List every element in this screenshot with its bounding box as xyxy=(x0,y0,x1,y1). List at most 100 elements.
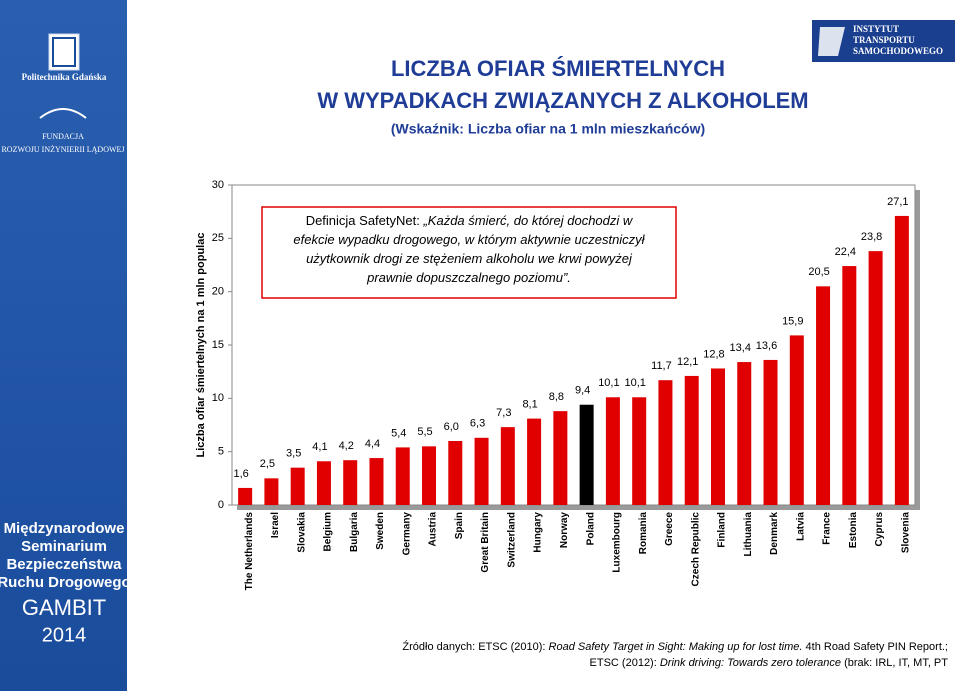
its-emblem xyxy=(818,27,845,56)
value-label: 22,4 xyxy=(835,246,856,258)
bar xyxy=(579,404,594,505)
gambit: GAMBIT xyxy=(22,595,106,620)
x-tick-label: Switzerland xyxy=(506,512,517,568)
source-part: ETSC (2012): xyxy=(590,657,660,669)
its-text: INSTYTUT xyxy=(853,24,899,34)
definition-text: użytkownik drogi ze stężeniem alkoholu w… xyxy=(306,251,633,266)
y-tick-label: 5 xyxy=(218,446,224,458)
x-tick-label: Spain xyxy=(454,512,465,539)
its-text: SAMOCHODOWEGO xyxy=(853,46,943,56)
x-tick-label: Austria xyxy=(428,512,439,547)
bar xyxy=(632,397,647,505)
x-tick-label: Luxembourg xyxy=(612,512,623,573)
bar xyxy=(369,458,384,505)
value-label: 11,7 xyxy=(651,360,672,372)
x-tick-label: Lithuania xyxy=(743,512,754,557)
bar xyxy=(868,251,883,505)
x-tick-label: Sweden xyxy=(375,512,386,550)
definition-label: Definicja SafetyNet: xyxy=(306,213,420,228)
foundation-name: ROZWOJU INŻYNIERII LĄDOWEJ xyxy=(1,145,124,154)
bar xyxy=(527,418,542,505)
seminar-line: Bezpieczeństwa xyxy=(6,556,122,573)
source-part: (brak: IRL, IT, MT, PT xyxy=(841,657,948,669)
bar xyxy=(605,397,620,505)
bar xyxy=(737,362,752,505)
value-label: 4,2 xyxy=(339,440,354,452)
bar xyxy=(658,380,673,505)
value-label: 13,4 xyxy=(730,342,751,354)
value-label: 5,4 xyxy=(391,427,406,439)
y-tick-label: 0 xyxy=(218,499,224,511)
value-label: 10,1 xyxy=(624,377,645,389)
bar xyxy=(474,437,489,505)
value-label: 20,5 xyxy=(808,266,829,278)
bar xyxy=(842,266,857,505)
source-part: 4th Road Safety PIN Report.; xyxy=(802,641,948,653)
foundation-name: FUNDACJA xyxy=(42,132,84,141)
seminar-line: Międzynarodowe xyxy=(4,520,125,537)
source-part: Drink driving: Towards zero tolerance xyxy=(660,657,841,669)
value-label: 8,1 xyxy=(522,399,537,411)
x-tick-label: Czech Republic xyxy=(690,512,701,587)
value-label: 6,3 xyxy=(470,418,485,430)
foundation-emblem xyxy=(39,108,87,119)
bar xyxy=(264,478,279,505)
its-text: TRANSPORTU xyxy=(853,35,915,45)
bar xyxy=(238,487,253,505)
value-label: 4,1 xyxy=(312,441,327,453)
value-label: 2,5 xyxy=(260,458,275,470)
value-label: 12,8 xyxy=(703,348,724,360)
x-tick-label: Finland xyxy=(717,512,728,548)
x-tick-label: Greece xyxy=(664,512,675,546)
y-axis-label: Liczba ofiar śmiertelnych na 1 mln popul… xyxy=(195,233,207,458)
seminar-line: Ruchu Drogowego xyxy=(0,574,131,591)
value-label: 1,6 xyxy=(233,468,248,480)
definition-line: prawnie dopuszczalnego poziomu”. xyxy=(366,270,571,285)
bar xyxy=(894,215,909,505)
y-tick-label: 10 xyxy=(212,392,224,404)
x-tick-label: Great Britain xyxy=(480,512,491,573)
value-label: 9,4 xyxy=(575,385,590,397)
value-label: 23,8 xyxy=(861,231,882,243)
source-line: ETSC (2012): Drink driving: Towards zero… xyxy=(590,657,949,669)
x-tick-label: Belgium xyxy=(323,512,334,552)
definition-line: użytkownik drogi ze stężeniem alkoholu w… xyxy=(306,251,633,266)
bar xyxy=(789,335,804,505)
x-tick-label: Israel xyxy=(270,512,281,538)
x-tick-label: Norway xyxy=(559,512,570,549)
bar xyxy=(448,441,463,505)
chart-subtitle: (Wskaźnik: Liczba ofiar na 1 mln mieszka… xyxy=(391,121,705,137)
x-tick-label: The Netherlands xyxy=(244,512,255,591)
value-label: 12,1 xyxy=(677,356,698,368)
x-tick-label: Estonia xyxy=(848,512,859,549)
source-part: Road Safety Target in Sight: Making up f… xyxy=(549,641,803,653)
bar xyxy=(710,368,725,505)
value-label: 7,3 xyxy=(496,407,511,419)
y-tick-label: 15 xyxy=(212,339,224,351)
bar xyxy=(553,411,568,505)
x-tick-label: Slovenia xyxy=(901,512,912,554)
chart-title: W WYPADKACH ZWIĄZANYCH Z ALKOHOLEM xyxy=(317,88,808,113)
chart-title: LICZBA OFIAR ŚMIERTELNYCH xyxy=(391,56,725,81)
definition-line: Definicja SafetyNet: „Każda śmierć, do k… xyxy=(306,213,634,228)
y-tick-label: 30 xyxy=(212,179,224,191)
bar xyxy=(343,460,358,505)
value-label: 27,1 xyxy=(887,196,908,208)
university-name: Politechnika Gdańska xyxy=(22,72,107,82)
x-tick-label: Bulgaria xyxy=(349,512,360,552)
x-tick-label: Hungary xyxy=(533,512,544,553)
seminar-line: Seminarium xyxy=(21,538,107,555)
bar xyxy=(395,447,410,505)
bar xyxy=(500,427,515,505)
source-part: Źródło danych: ETSC (2010): xyxy=(402,640,548,653)
bar xyxy=(290,467,305,505)
x-tick-label: Poland xyxy=(585,512,596,545)
bar xyxy=(816,286,831,505)
definition-box xyxy=(261,206,677,299)
sidebar xyxy=(0,0,127,691)
value-label: 10,1 xyxy=(598,377,619,389)
bar xyxy=(422,446,437,505)
x-tick-label: Denmark xyxy=(769,512,780,555)
value-label: 8,8 xyxy=(549,391,564,403)
year: 2014 xyxy=(42,624,87,646)
